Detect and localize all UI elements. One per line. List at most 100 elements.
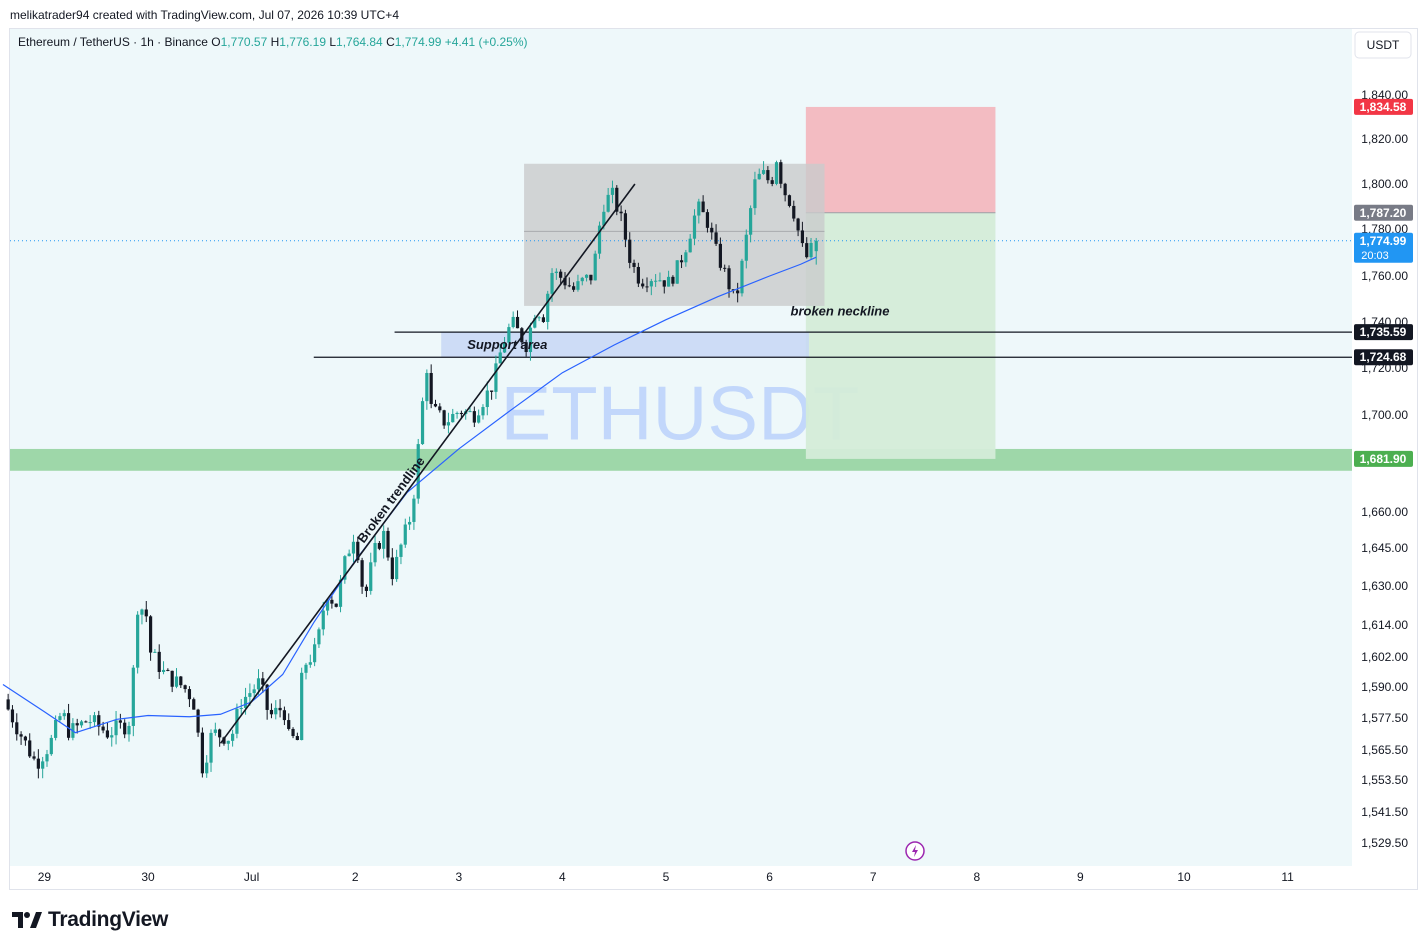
candle-body[interactable]	[783, 183, 787, 196]
candle-body[interactable]	[136, 614, 140, 668]
candle-body[interactable]	[174, 676, 179, 687]
candle-body[interactable]	[10, 709, 15, 723]
candle-body[interactable]	[123, 722, 127, 735]
candle-body[interactable]	[386, 530, 390, 558]
candle-body[interactable]	[28, 740, 32, 757]
candle-body[interactable]	[671, 276, 675, 284]
candle-body[interactable]	[278, 707, 282, 711]
candle-body[interactable]	[338, 579, 343, 607]
price-label-current[interactable]	[1354, 232, 1413, 263]
candle-body[interactable]	[88, 722, 92, 724]
candle-body[interactable]	[205, 762, 209, 774]
candle-body[interactable]	[313, 644, 317, 663]
candle-body[interactable]	[351, 541, 356, 554]
candle-body[interactable]	[425, 372, 429, 402]
candle-body[interactable]	[110, 735, 114, 738]
candle-body[interactable]	[563, 277, 567, 286]
candle-body[interactable]	[317, 629, 321, 645]
candle-body[interactable]	[554, 271, 558, 274]
candle-body[interactable]	[192, 699, 196, 710]
candle-body[interactable]	[528, 327, 533, 353]
candle-body[interactable]	[559, 271, 563, 278]
stop-loss-zone[interactable]	[805, 106, 996, 213]
candle-body[interactable]	[498, 352, 502, 364]
candle-body[interactable]	[658, 280, 662, 282]
candle-body[interactable]	[520, 328, 524, 343]
candle-body[interactable]	[347, 553, 351, 557]
candle-body[interactable]	[796, 218, 800, 231]
chart-frame[interactable]	[9, 28, 1418, 890]
candle-body[interactable]	[382, 530, 386, 549]
candle-body[interactable]	[615, 187, 619, 212]
candle-body[interactable]	[749, 208, 753, 235]
candle-body[interactable]	[744, 234, 748, 261]
candle-body[interactable]	[429, 372, 433, 404]
candle-body[interactable]	[213, 729, 217, 733]
candle-body[interactable]	[6, 699, 10, 710]
candle-body[interactable]	[814, 240, 818, 252]
price-label-level[interactable]	[1354, 324, 1413, 341]
candle-body[interactable]	[62, 713, 66, 717]
candle-body[interactable]	[472, 411, 476, 423]
candle-body[interactable]	[718, 243, 722, 268]
candle-body[interactable]	[334, 603, 338, 607]
candle-body[interactable]	[774, 162, 779, 184]
candle-body[interactable]	[36, 758, 40, 769]
candle-body[interactable]	[649, 281, 653, 287]
candle-body[interactable]	[701, 201, 705, 213]
candle-body[interactable]	[248, 693, 252, 697]
candle-body[interactable]	[274, 707, 278, 715]
candle-body[interactable]	[761, 170, 766, 174]
candle-body[interactable]	[533, 318, 537, 328]
candle-body[interactable]	[231, 733, 235, 741]
candle-body[interactable]	[291, 728, 295, 737]
candle-body[interactable]	[45, 754, 49, 762]
candle-body[interactable]	[66, 713, 71, 738]
candle-body[interactable]	[360, 560, 364, 587]
candle-body[interactable]	[256, 678, 261, 690]
candle-body[interactable]	[809, 242, 813, 258]
candle-body[interactable]	[377, 543, 381, 549]
candle-body[interactable]	[576, 281, 580, 290]
candle-body[interactable]	[407, 521, 412, 525]
candle-body[interactable]	[541, 317, 546, 322]
candle-body[interactable]	[753, 179, 757, 209]
candle-body[interactable]	[805, 243, 809, 258]
take-profit-zone[interactable]	[805, 212, 996, 459]
candle-body[interactable]	[187, 689, 192, 700]
candle-body[interactable]	[654, 280, 658, 282]
candle-body[interactable]	[757, 173, 761, 180]
candle-body[interactable]	[459, 412, 463, 415]
candle-body[interactable]	[567, 285, 571, 287]
currency-button[interactable]	[1354, 31, 1412, 59]
candle-body[interactable]	[515, 316, 520, 329]
candle-body[interactable]	[84, 721, 88, 723]
candle-body[interactable]	[572, 286, 576, 290]
candle-body[interactable]	[766, 170, 770, 181]
candle-body[interactable]	[200, 732, 204, 774]
candle-body[interactable]	[589, 274, 593, 281]
candle-body[interactable]	[636, 266, 640, 284]
candle-body[interactable]	[412, 498, 416, 522]
candle-body[interactable]	[369, 562, 373, 591]
candle-body[interactable]	[485, 390, 489, 408]
candle-body[interactable]	[714, 232, 718, 244]
candle-body[interactable]	[261, 678, 265, 685]
candle-body[interactable]	[49, 737, 53, 755]
candle-body[interactable]	[537, 317, 541, 319]
candle-body[interactable]	[731, 289, 735, 291]
candle-body[interactable]	[770, 180, 774, 184]
candle-body[interactable]	[32, 756, 36, 759]
candle-body[interactable]	[524, 342, 528, 353]
candle-body[interactable]	[364, 586, 369, 591]
candle-body[interactable]	[697, 201, 701, 216]
trendline[interactable]	[219, 183, 636, 744]
candle-body[interactable]	[131, 667, 135, 726]
candle-body[interactable]	[632, 262, 636, 267]
candle-body[interactable]	[779, 162, 783, 184]
candle-body[interactable]	[468, 411, 472, 413]
candle-body[interactable]	[179, 676, 183, 686]
candle-body[interactable]	[140, 609, 144, 615]
candle-body[interactable]	[325, 599, 330, 611]
candle-body[interactable]	[494, 363, 498, 392]
